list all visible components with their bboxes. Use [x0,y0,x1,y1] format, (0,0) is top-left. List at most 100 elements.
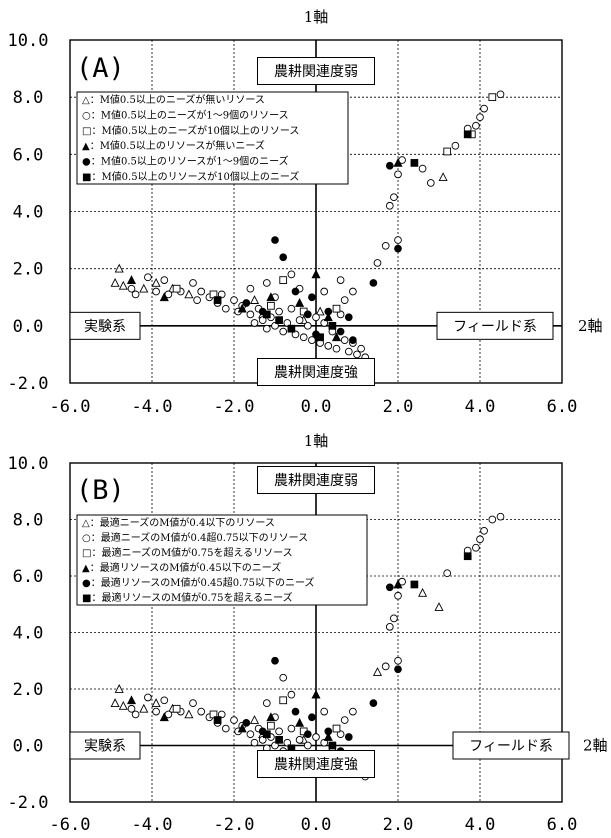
b-x-tick-label: -4.0 [132,815,173,835]
a-series-4-point [243,300,250,307]
a-series-4-point [345,314,352,321]
a-annotation-right-label: フィールド系 [453,319,537,335]
b-legend-entry: ▲：最適リソースのM値が0.45以下のニーズ [82,561,281,574]
a-series-1-point [263,280,270,287]
b-series-1-point [247,731,254,738]
b-series-1-point [263,700,270,707]
a-series-1-point [452,142,459,149]
a-series-4-point [309,294,316,301]
a-series-1-point [198,288,205,295]
b-series-1-point [477,536,484,543]
a-series-1-point [288,271,295,278]
b-series-5-point [263,731,270,738]
a-series-1-point [358,345,365,352]
b-series-1-point [231,717,238,724]
b-series-5-point [329,742,336,749]
a-series-4-point [304,311,311,318]
b-series-1-point [497,513,504,520]
b-series-2-point [280,697,287,704]
a-series-1-point [153,288,160,295]
a-series-1-point [247,285,254,292]
a-series-1-point [345,348,352,355]
a-series-2-point [280,277,287,284]
a-series-5-point [329,322,336,329]
b-series-4-point [386,584,393,591]
b-legend-entry: □：最適ニーズのM値が0.75を超えるリソース [82,546,293,559]
b-series-1-point [222,725,229,732]
b-series-1-point [190,700,197,707]
b-series-1-point [153,708,160,715]
a-series-1-point [296,317,303,324]
a-series-1-point [145,274,152,281]
b-annotation-top-label: 農耕関連度弱 [274,472,358,489]
a-series-4-point [325,308,332,315]
b-annotation-left-label: 実験系 [84,739,126,755]
a-series-1-point [391,194,398,201]
b-annotation-bottom-label: 農耕関連度強 [274,756,358,773]
b-series-1-point [145,694,152,701]
a-series-1-point [374,260,381,267]
a-series-5-point [317,334,324,341]
b-series-1-point [391,615,398,622]
a-legend-entry: ●：M値0.5以上のリソースが1～9個のニーズ [82,155,289,168]
a-x-tick-label: 6.0 [547,397,578,417]
a-series-4-point [370,280,377,287]
b-series-4-point [292,708,299,715]
a-series-1-point [341,337,348,344]
a-series-5-point [263,311,270,318]
b-series-2-point [268,722,275,729]
a-series-1-point [395,171,402,178]
b-series-1-point [481,527,488,534]
a-series-1-point [427,180,434,187]
b-series-1-point [304,742,311,749]
a-panel-label: (A) [76,53,125,84]
a-annotation-left-label: 実験系 [84,319,126,335]
b-series-1-point [350,708,357,715]
a-series-1-point [313,314,320,321]
a-series-2-point [333,305,340,312]
a-series-1-point [395,237,402,244]
a-series-2-point [444,148,451,155]
a-series-1-point [280,328,287,335]
b-series-1-point [473,544,480,551]
b-series-1-point [288,691,295,698]
b-series-1-point [276,728,283,735]
b-y-tick-label: 4.0 [13,624,44,644]
b-series-1-point [313,734,320,741]
a-y-tick-label: 10.0 [8,31,49,51]
a-series-4-point [292,288,299,295]
b-series-2-point [173,705,180,712]
b-series-1-point [444,570,451,577]
b-y-tick-label: -2.0 [8,793,49,813]
b-legend-entry: ●：最適リソースのM値が0.45超0.75以下のニーズ [82,576,315,589]
b-series-1-point [382,663,389,670]
b-x-tick-label: 4.0 [465,815,496,835]
a-series-4-point [272,237,279,244]
b-legend-entry: ○：最適ニーズのM値が0.4超0.75以下のリソース [82,531,308,544]
a-series-5-point [288,325,295,332]
a-x-tick-label: 4.0 [465,397,496,417]
a-series-1-point [231,297,238,304]
a-series-1-point [222,305,229,312]
a-series-1-point [333,345,340,352]
a-series-1-point [194,297,201,304]
b-series-4-point [345,734,352,741]
b-y-tick-label: 0.0 [13,737,44,757]
b-x-tick-label: 2.0 [383,815,414,835]
b-series-5-point [411,581,418,588]
a-legend-entry: ■：M値0.5以上のリソースが10個以上のニーズ [82,170,299,183]
b-series-1-point [251,739,258,746]
b-series-5-point [464,553,471,560]
a-series-1-point [161,277,168,284]
a-series-1-point [263,325,270,332]
a-series-1-point [350,288,357,295]
a-series-1-point [477,114,484,121]
b-y-tick-label: 8.0 [13,511,44,531]
b-series-1-point [161,697,168,704]
b-x-tick-label: 0.0 [301,815,332,835]
a-x-tick-label: 2.0 [383,397,414,417]
b-series-5-point [214,717,221,724]
a-series-4-point [395,245,402,252]
b-panel-label: (B) [76,475,125,506]
